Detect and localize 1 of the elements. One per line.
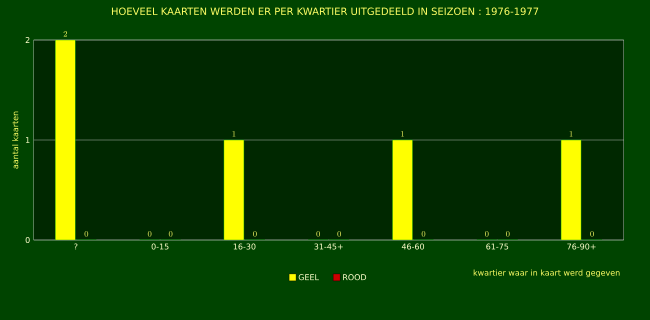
chart-title: HOEVEEL KAARTEN WERDEN ER PER KWARTIER UITGEDEELD IN SEIZOEN : 1976-1977 xyxy=(112,8,538,16)
